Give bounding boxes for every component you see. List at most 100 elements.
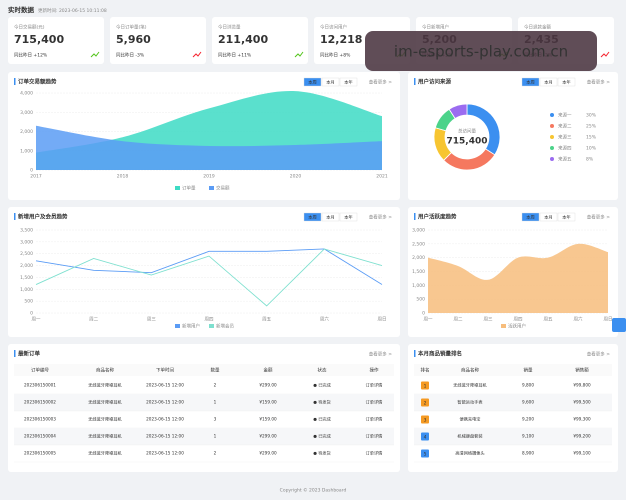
panel-title: 本月商品销量排名: [418, 350, 462, 358]
update-time: 更新时间: 2023-06-15 10:11:08: [38, 7, 107, 14]
legend-dot: [550, 135, 554, 139]
legend-label: 来源一: [558, 112, 572, 119]
float-button[interactable]: [612, 318, 626, 332]
tab-label[interactable]: 本月: [544, 78, 552, 85]
rank: 1: [424, 383, 427, 389]
tab[interactable]: [303, 77, 322, 87]
more-link[interactable]: 查看更多 >: [369, 214, 392, 221]
tab[interactable]: [321, 77, 340, 87]
tab-label[interactable]: 本年: [562, 213, 570, 220]
tab-label[interactable]: 本周: [308, 78, 316, 85]
kpi-card: [212, 17, 308, 64]
tab[interactable]: [321, 212, 340, 222]
tab-label[interactable]: 本周: [526, 78, 534, 85]
legend-value: 25%: [586, 124, 597, 130]
more-link[interactable]: 查看更多 >: [587, 351, 610, 358]
action-link[interactable]: 订单详情: [366, 382, 383, 389]
kpi-label: 今日交易额(元): [14, 24, 45, 31]
column-header: 操作: [370, 367, 379, 374]
area: [36, 125, 382, 170]
tab[interactable]: [557, 77, 576, 87]
cell: 无线蓝牙降噪耳机: [88, 399, 122, 406]
panel-title: 新增用户及会员趋势: [18, 213, 68, 221]
cell: ¥299.00: [259, 383, 277, 388]
cell: ¥159.00: [259, 400, 277, 405]
tab-label[interactable]: 本月: [326, 213, 334, 220]
tab-label[interactable]: 本月: [544, 213, 552, 220]
tab-label[interactable]: 本年: [562, 78, 570, 85]
kpi-label: 今日退款金额: [524, 24, 551, 31]
column-header: 商品名称: [96, 367, 114, 374]
tab[interactable]: [339, 212, 358, 222]
trend-icon: [294, 51, 304, 58]
legend-label: 新增会员: [216, 323, 234, 330]
tab-label[interactable]: 本月: [326, 78, 334, 85]
legend-label: 来源二: [558, 123, 572, 130]
x-tick-label: 周日: [378, 317, 387, 323]
y-tick-label: 2,000: [20, 129, 33, 135]
kpi-card: [110, 17, 206, 64]
panel-title: 用户访问来源: [417, 78, 452, 86]
row-stripe: [414, 394, 612, 411]
legend-label: 活跃用户: [508, 323, 526, 330]
cell: 无线蓝牙降噪耳机: [88, 416, 122, 423]
cell: 2023-06-15 12:00: [146, 400, 184, 405]
column-header: 销售额: [575, 367, 589, 374]
cell: 202306150004: [24, 434, 56, 439]
more-link[interactable]: 查看更多 >: [369, 351, 392, 358]
tab-label[interactable]: 本年: [344, 213, 352, 220]
kpi-value: 5,960: [116, 33, 151, 46]
legend-value: 15%: [586, 135, 597, 141]
tab-label[interactable]: 本年: [344, 78, 352, 85]
tab[interactable]: [539, 212, 558, 222]
y-tick-label: 0: [30, 311, 33, 317]
action-link[interactable]: 订单详情: [366, 433, 383, 440]
action-link[interactable]: 订单详情: [366, 416, 383, 423]
footer: Copyright © 2023 Dashboard: [280, 487, 347, 494]
tab-label[interactable]: 本周: [526, 213, 534, 220]
kpi-label: 今日访问用户: [320, 24, 347, 31]
area: [428, 243, 608, 313]
legend-dot: [550, 124, 554, 128]
x-tick-label: 周四: [205, 317, 214, 323]
y-tick-label: 1,000: [20, 148, 33, 154]
tab[interactable]: [521, 212, 540, 222]
rank-badge: [421, 415, 429, 424]
y-tick-label: 2,500: [412, 241, 425, 247]
cell: 无线蓝牙降噪耳机: [88, 433, 122, 440]
legend-value: 10%: [586, 146, 597, 152]
more-link[interactable]: 查看更多 >: [587, 214, 610, 221]
tab[interactable]: [339, 77, 358, 87]
more-link[interactable]: 查看更多 >: [369, 79, 392, 86]
action-link[interactable]: 订单详情: [366, 399, 383, 406]
cell: 2: [214, 383, 217, 388]
row-stripe: [414, 428, 612, 445]
cell: 9,800: [522, 383, 534, 388]
watermark-box: [365, 31, 597, 71]
cell: ¥99,300: [573, 417, 591, 422]
cell: 无线蓝牙降噪耳机: [88, 450, 122, 457]
cell: 无线蓝牙降噪耳机: [453, 382, 487, 389]
cell: 3: [214, 417, 217, 422]
tab[interactable]: [303, 212, 322, 222]
column-header: 金额: [264, 367, 273, 374]
x-tick-label: 2018: [117, 174, 129, 180]
tab-label[interactable]: 本周: [308, 213, 316, 220]
x-tick-label: 周六: [574, 316, 583, 323]
cell: ¥99,800: [573, 383, 591, 388]
cell: ¥299.00: [259, 434, 277, 439]
more-link[interactable]: 查看更多 >: [587, 79, 610, 86]
cell: 8,900: [522, 451, 534, 456]
legend-value: 30%: [586, 113, 597, 119]
cell: 高清网络摄像头: [455, 450, 484, 457]
cell: 9,100: [522, 434, 534, 439]
column-header: 状态: [318, 367, 327, 374]
tab[interactable]: [521, 77, 540, 87]
legend-label: 来源五: [558, 156, 572, 163]
tab[interactable]: [539, 77, 558, 87]
title-bar: [414, 78, 416, 85]
tab[interactable]: [557, 212, 576, 222]
x-tick-label: 周二: [89, 317, 98, 323]
title-bar: [414, 350, 416, 357]
action-link[interactable]: 订单详情: [366, 450, 383, 457]
